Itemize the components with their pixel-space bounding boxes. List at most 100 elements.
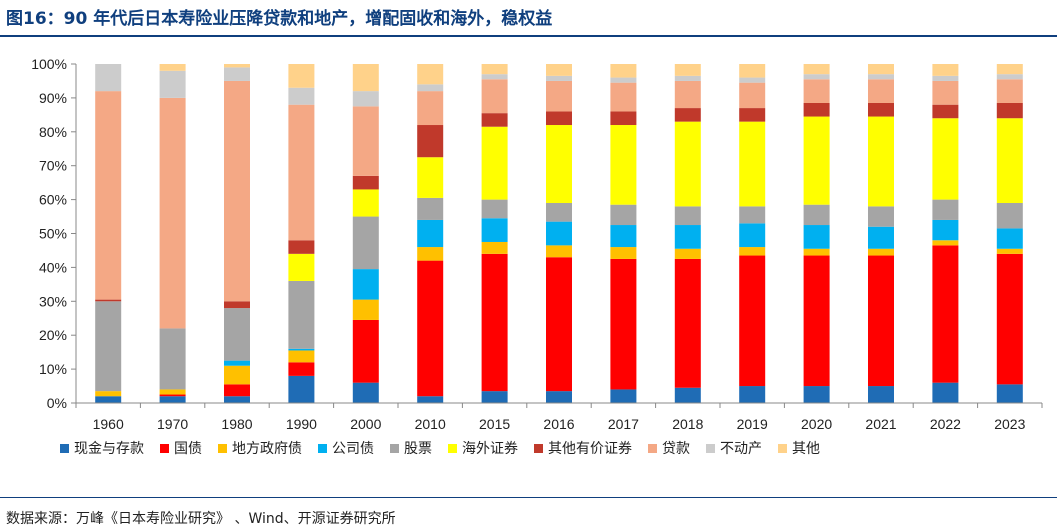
- bar-segment: [803, 248, 830, 256]
- bar-segment: [159, 70, 186, 98]
- legend-label: 股票: [404, 441, 432, 457]
- legend-label: 海外证券: [462, 441, 518, 457]
- figure-title: 图16：90 年代后日本寿险业压降贷款和地产，增配固收和海外，稳权益: [6, 9, 553, 29]
- bar-segment: [95, 64, 122, 92]
- bar-segment: [288, 375, 315, 403]
- bar-segment: [481, 74, 508, 80]
- legend-swatch: [218, 444, 227, 453]
- bar-segment: [481, 113, 508, 127]
- y-tick-label: 0%: [47, 395, 67, 411]
- bar-segment: [868, 226, 894, 249]
- bar-segment: [996, 118, 1023, 203]
- bar-segment: [610, 111, 637, 126]
- bar-segment: [417, 219, 444, 248]
- legend-swatch: [706, 444, 715, 453]
- bar-segment: [546, 221, 572, 246]
- bar-segment: [803, 74, 830, 80]
- bar-segment: [674, 64, 701, 76]
- legend-swatch: [60, 444, 69, 453]
- bar-segment: [417, 260, 444, 397]
- bar-segment: [674, 206, 701, 226]
- bar-segment: [159, 396, 186, 403]
- bar-segment: [932, 240, 959, 246]
- legend-swatch: [778, 444, 787, 453]
- bar-segment: [288, 350, 315, 363]
- bar-segment: [739, 247, 766, 256]
- bar-segment: [352, 64, 379, 92]
- bar-segment: [739, 108, 766, 122]
- bar-segment: [868, 79, 894, 103]
- bar-segment: [739, 206, 766, 224]
- bar-segment: [224, 301, 250, 309]
- bar-segment: [868, 116, 894, 207]
- bar-segment: [803, 386, 830, 403]
- bar-segment: [932, 245, 959, 383]
- bar-segment: [224, 308, 250, 361]
- bar-segment: [417, 157, 444, 198]
- bar-segment: [803, 64, 830, 75]
- bar-segment: [288, 240, 315, 254]
- legend-label: 不动产: [720, 441, 762, 457]
- bar-segment: [546, 391, 572, 403]
- bar-segment: [996, 228, 1023, 249]
- bar-segment: [352, 106, 379, 176]
- legend-label: 现金与存款: [74, 441, 144, 457]
- legend-swatch: [390, 444, 399, 453]
- y-tick-label: 90%: [39, 90, 67, 106]
- bar-segment: [546, 245, 572, 258]
- bar-segment: [674, 387, 701, 403]
- legend-swatch: [448, 444, 457, 453]
- source-note: 数据来源：万峰《日本寿险业研究》 、Wind、开源证券研究所: [6, 511, 396, 527]
- bar-segment: [288, 253, 315, 281]
- x-tick-label: 2021: [865, 416, 896, 432]
- legend-swatch: [534, 444, 543, 453]
- bar-segment: [868, 64, 894, 75]
- bar-segment: [868, 102, 894, 117]
- bar-segment: [674, 121, 701, 207]
- x-tick-label: 2019: [737, 416, 768, 432]
- bar-segment: [932, 219, 959, 241]
- bar-segment: [481, 126, 508, 200]
- bar-segment: [996, 253, 1023, 385]
- bar-segment: [803, 204, 830, 226]
- bar-segment: [996, 64, 1023, 75]
- bar-segment: [739, 82, 766, 109]
- bar-segment: [95, 396, 122, 403]
- bar-segment: [159, 64, 186, 71]
- bar-segment: [546, 202, 572, 222]
- bar-segment: [546, 75, 572, 81]
- x-axis: 1960 1970 1980 1990 2000 2010 2015 2016 2017 2018…: [75, 402, 1043, 432]
- bar-segment: [739, 121, 766, 207]
- bar-segment: [95, 91, 122, 300]
- bar-segment: [996, 102, 1023, 119]
- bar-segment: [224, 396, 250, 403]
- bar-segment: [546, 80, 572, 112]
- x-tick-label: 1980: [221, 416, 252, 432]
- bar-segment: [417, 396, 444, 403]
- bar-segment: [95, 391, 122, 397]
- x-tick-label: 2017: [608, 416, 639, 432]
- bar-segment: [546, 257, 572, 392]
- footer-divider: [0, 497, 1057, 498]
- bar-segment: [610, 258, 637, 390]
- y-tick-label: 20%: [39, 327, 67, 343]
- legend-label: 地方政府债: [232, 441, 302, 457]
- bar-segment: [352, 299, 379, 320]
- bar-segment: [674, 248, 701, 259]
- bar-segment: [674, 108, 701, 122]
- bar-segment: [352, 175, 379, 190]
- bar-segment: [739, 77, 766, 83]
- bar-segment: [95, 299, 122, 302]
- bar-segment: [674, 258, 701, 388]
- bar-segment: [224, 80, 250, 302]
- legend-swatch: [318, 444, 327, 453]
- x-tick-label: 2020: [801, 416, 832, 432]
- bar-segment: [610, 125, 637, 205]
- bar-segment: [932, 104, 959, 119]
- bar-segment: [610, 82, 637, 112]
- bar-segment: [352, 382, 379, 403]
- y-tick-label: 80%: [39, 124, 67, 140]
- legend-label: 公司债: [332, 441, 374, 457]
- x-tick-label: 2015: [479, 416, 510, 432]
- bar-segment: [224, 360, 250, 366]
